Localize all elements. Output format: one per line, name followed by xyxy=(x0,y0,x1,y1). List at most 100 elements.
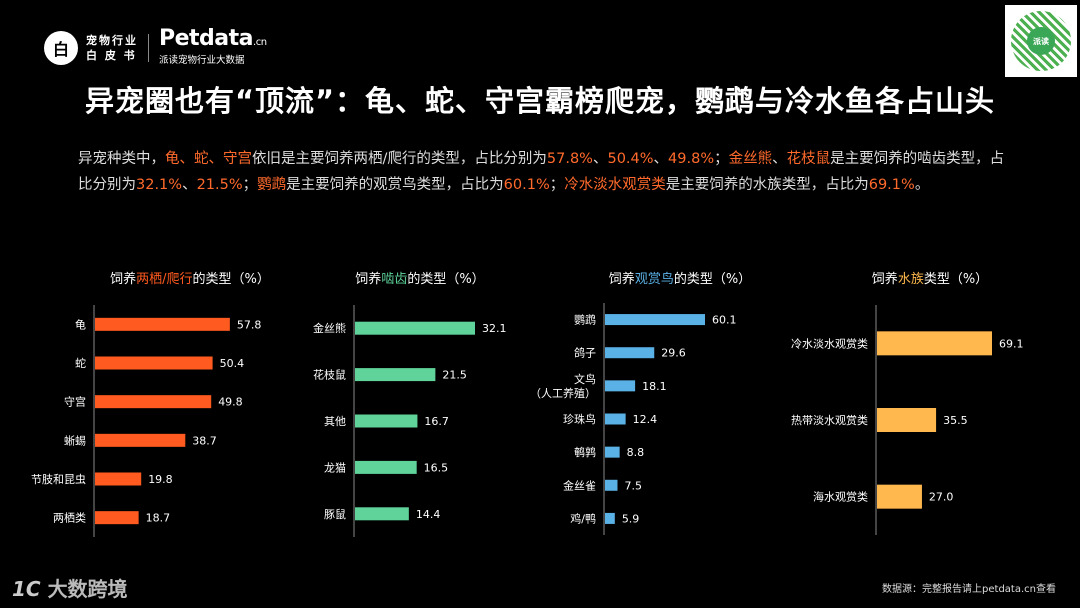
bar-value-label: 69.1 xyxy=(999,337,1024,350)
bar xyxy=(605,446,620,458)
category-label: 鸽子 xyxy=(574,346,596,360)
footer-logo-mark: 1C xyxy=(12,577,41,601)
bar xyxy=(605,413,626,425)
summary-highlight: 69.1% xyxy=(868,177,915,193)
summary-text: 异宠种类中，龟、蛇、守宫依旧是主要饲养两栖/爬行的类型，占比分别为57.8%、5… xyxy=(78,146,1008,198)
bar xyxy=(355,507,409,521)
summary-segment: 是主要饲养的水族类型，占比为 xyxy=(665,177,869,193)
bar-value-label: 5.9 xyxy=(622,512,640,525)
category-label: 鹌鹑 xyxy=(574,445,596,459)
category-label: 金丝熊 xyxy=(313,321,346,335)
bar xyxy=(355,368,436,382)
chart-title-suffix: 类型（%） xyxy=(923,272,989,287)
bar xyxy=(605,380,636,392)
category-label: 其他 xyxy=(324,415,346,428)
bar xyxy=(605,347,655,359)
category-label: 蜥蜴 xyxy=(64,433,86,447)
bar-value-label: 16.7 xyxy=(424,415,449,428)
category-label: 节肢和昆虫 xyxy=(31,472,86,486)
category-label: 豚鼠 xyxy=(324,507,346,521)
chart-title-aquarium: 饲养水族类型（%） xyxy=(810,268,1050,287)
summary-segment: ； xyxy=(549,177,565,193)
summary-segment: ； xyxy=(714,151,729,167)
summary-highlight: 金丝熊 xyxy=(728,151,773,167)
bar-value-label: 50.4 xyxy=(220,357,245,370)
category-label: 龟 xyxy=(75,318,86,331)
chart-title-prefix: 饲养 xyxy=(871,272,898,287)
logo-divider xyxy=(148,33,149,62)
bar-value-label: 38.7 xyxy=(192,434,217,447)
summary-segment: 、 xyxy=(592,151,608,167)
chart-title-accent: 水族 xyxy=(897,272,924,287)
chart-title-prefix: 饲养 xyxy=(110,272,137,287)
page-title: 异宠圈也有“顶流”：龟、蛇、守宫霸榜爬宠，鹦鹉与冷水鱼各占山头 xyxy=(84,84,996,118)
summary-highlight: 50.4% xyxy=(607,151,654,167)
category-label: 守宫 xyxy=(64,395,86,409)
bar-value-label: 19.8 xyxy=(148,473,173,486)
bar xyxy=(95,433,186,447)
summary-highlight: 32.1% xyxy=(136,177,183,193)
chart-title-suffix: 的类型（%） xyxy=(192,272,270,287)
summary-highlight: 冷水淡水观赏类 xyxy=(564,177,666,193)
bar-value-label: 60.1 xyxy=(712,314,737,327)
summary-highlight: 21.5% xyxy=(196,177,243,193)
category-label: 珍珠鸟 xyxy=(563,412,596,426)
category-label: 文鸟（人工养殖） xyxy=(530,372,596,400)
category-label: 龙猫 xyxy=(324,461,346,474)
summary-segment: 、 xyxy=(772,151,787,167)
bar xyxy=(355,321,475,335)
bar-value-label: 32.1 xyxy=(482,322,507,335)
summary-highlight: 60.1% xyxy=(503,177,550,193)
whitepaper-label: 宠物行业 白 皮 书 xyxy=(86,33,138,62)
summary-segment: 是主要饲养的观赏鸟类型，占比为 xyxy=(286,177,504,193)
summary-segment: 依旧是主要饲养两栖/爬行的类型，占比分别为 xyxy=(252,151,547,167)
summary-segment: 是主要饲养的啮齿类型，占比分别为 xyxy=(78,151,1005,193)
summary-segment: 。 xyxy=(914,177,930,193)
bar-value-label: 29.6 xyxy=(661,347,686,360)
category-label: 鸡/鸭 xyxy=(570,511,596,525)
bar-value-label: 57.8 xyxy=(237,318,262,331)
summary-segment: 异宠种类中， xyxy=(78,151,165,167)
bar-value-label: 18.1 xyxy=(642,380,667,393)
bar xyxy=(605,314,705,326)
summary-highlight: 49.8% xyxy=(668,151,715,167)
chart-title-reptile: 饲养两栖/爬行的类型（%） xyxy=(60,268,320,287)
bar xyxy=(877,331,992,356)
bar xyxy=(95,472,142,486)
bar-value-label: 35.5 xyxy=(943,414,968,427)
bar-value-label: 7.5 xyxy=(624,479,642,492)
chart-title-accent: 两栖/爬行 xyxy=(136,272,193,287)
header-logo: 白 宠物行业 白 皮 书 Petdata.cn 派读宠物行业大数据 xyxy=(44,28,267,67)
bar-value-label: 8.8 xyxy=(627,446,645,459)
chart-title-accent: 啮齿 xyxy=(381,272,408,287)
chart-title-rodent: 饲养啮齿的类型（%） xyxy=(300,268,540,287)
data-source: 数据源：完整报告请上petdata.cn查看 xyxy=(882,584,1056,595)
qr-center-label: 派读 xyxy=(1027,27,1055,55)
brand-name: Petdata xyxy=(159,26,254,51)
summary-segment: ； xyxy=(242,177,258,193)
category-label: 冷水淡水观赏类 xyxy=(791,336,868,350)
brand-subtitle: 派读宠物行业大数据 xyxy=(159,55,245,66)
category-label: 金丝雀 xyxy=(563,478,596,492)
dog-logo-icon: 白 xyxy=(44,30,78,65)
category-label: 花枝鼠 xyxy=(313,368,346,382)
bar-value-label: 49.8 xyxy=(218,396,243,409)
bar-value-label: 14.4 xyxy=(416,508,441,521)
category-label: 蛇 xyxy=(75,356,86,370)
summary-highlight: 花枝鼠 xyxy=(786,151,831,167)
summary-highlight: 57.8% xyxy=(546,151,593,167)
category-label: 鹦鹉 xyxy=(574,313,596,327)
category-label: 热带淡水观赏类 xyxy=(791,413,868,427)
bar-value-label: 16.5 xyxy=(424,461,449,474)
summary-segment: 、 xyxy=(653,151,669,167)
bar xyxy=(605,479,618,491)
chart-reptile: 57.8 龟 50.4 蛇 49.8 守宫 38.7 蜥蜴 19.8 节肢和昆虫 18.7 两栖类 32… xyxy=(31,303,1024,537)
chart-title-accent: 观赏鸟 xyxy=(634,272,674,287)
footer-logo: 1C 大数跨境 xyxy=(12,573,128,602)
chart-title-suffix: 的类型（%） xyxy=(673,272,752,287)
bar xyxy=(355,460,417,474)
chart-title-suffix: 的类型（%） xyxy=(407,272,485,287)
footer-logo-text: 大数跨境 xyxy=(47,577,128,601)
bar-value-label: 18.7 xyxy=(146,512,171,525)
category-label: 海水观赏类 xyxy=(813,490,868,504)
